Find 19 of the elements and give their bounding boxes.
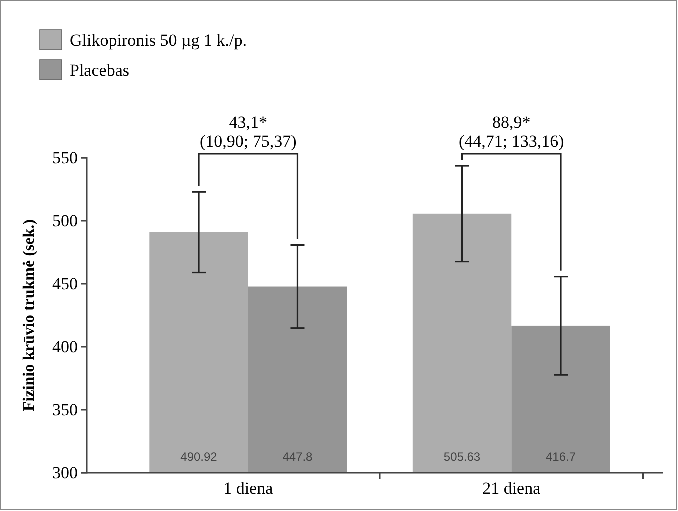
data-label: 416.7 xyxy=(546,450,576,464)
data-label: 490.92 xyxy=(180,450,218,464)
y-tick-label: 300 xyxy=(52,463,78,482)
x-tick-label: 1 diena xyxy=(224,479,274,498)
y-tick-label: 550 xyxy=(52,148,78,168)
data-label: 447.8 xyxy=(282,450,314,464)
x-tick-label: 21 diena xyxy=(482,479,542,498)
y-tick-label: 500 xyxy=(52,211,78,230)
y-tick-label: 450 xyxy=(52,274,78,294)
legend-label: Placebas xyxy=(70,60,130,80)
y-tick-label: 350 xyxy=(52,400,78,420)
text: (44,71; 133,16) xyxy=(458,132,564,151)
text: (10,90; 75,37) xyxy=(200,132,297,151)
legend-label: Glikopironis 50 µg 1 k./p. xyxy=(70,30,247,50)
text: 88,9* xyxy=(492,113,531,132)
y-tick-label: 400 xyxy=(52,337,78,356)
text: 43,1* xyxy=(229,113,268,132)
y-axis-title: Fizinio krūvio trukmė (sek.) xyxy=(21,220,38,412)
data-label: 505.63 xyxy=(444,450,481,464)
